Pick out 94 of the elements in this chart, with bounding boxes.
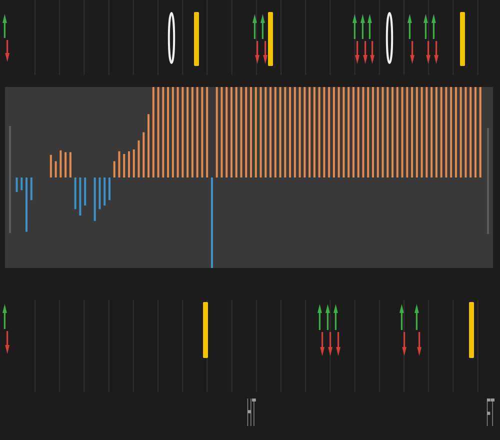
bar [362, 87, 364, 178]
bar [235, 87, 238, 178]
bar [470, 87, 472, 178]
bar [474, 87, 476, 178]
bar [79, 178, 82, 216]
bar [142, 132, 145, 178]
bar [274, 87, 276, 178]
bar [401, 87, 404, 178]
bar [196, 87, 198, 178]
bar [284, 87, 286, 178]
bar [245, 87, 248, 178]
bar [210, 178, 213, 268]
bar [138, 140, 140, 178]
bar [94, 178, 96, 221]
bar [464, 87, 467, 178]
bar [60, 150, 62, 178]
bar [406, 87, 408, 178]
bar [332, 87, 335, 178]
bar [298, 87, 301, 178]
bar [50, 154, 52, 178]
bar [342, 87, 345, 178]
bar [328, 87, 330, 178]
bar [416, 87, 418, 178]
bar [69, 152, 72, 178]
bar [84, 178, 86, 206]
bar [323, 87, 326, 178]
bar [118, 151, 120, 178]
bar [54, 161, 57, 178]
bar [123, 154, 126, 178]
bar [348, 87, 350, 178]
bar [226, 87, 228, 178]
bar [430, 87, 433, 178]
bar [26, 178, 28, 232]
bar [435, 87, 438, 178]
bar [240, 87, 242, 178]
bar [352, 87, 354, 178]
bar [220, 87, 223, 178]
bar [128, 151, 130, 178]
x-tick-label: FT [486, 391, 495, 436]
bar [176, 87, 179, 178]
bar [454, 87, 457, 178]
bar [308, 87, 311, 178]
bar [16, 178, 18, 192]
bar [162, 87, 164, 178]
bar [254, 87, 257, 178]
bar [372, 87, 374, 178]
bar [30, 178, 32, 200]
bar [294, 87, 296, 178]
bar [279, 87, 282, 178]
bar [440, 87, 442, 178]
bar [20, 178, 23, 190]
bar [386, 87, 389, 178]
bar [104, 178, 106, 206]
bar [167, 87, 170, 178]
bar [420, 87, 423, 178]
bar [250, 87, 252, 178]
bar [479, 87, 482, 178]
bar [201, 87, 204, 178]
bar [230, 87, 232, 178]
bar [98, 178, 101, 210]
bar [426, 87, 428, 178]
bar [445, 87, 448, 178]
bar [148, 114, 150, 178]
bar [338, 87, 340, 178]
bar [186, 87, 189, 178]
bar [206, 87, 208, 178]
x-tick-label: HT [246, 391, 256, 436]
bar [304, 87, 306, 178]
bar [64, 152, 67, 178]
bar [270, 87, 272, 178]
bar [357, 87, 360, 178]
bar [376, 87, 379, 178]
bar [113, 161, 116, 178]
bar [382, 87, 384, 178]
bar [157, 87, 160, 178]
bar [313, 87, 316, 178]
bar [411, 87, 414, 178]
bar [152, 87, 154, 178]
bar [132, 149, 135, 178]
bar [450, 87, 452, 178]
bar [191, 87, 194, 178]
bar [264, 87, 267, 178]
bar [396, 87, 398, 178]
bar [392, 87, 394, 178]
bar [289, 87, 292, 178]
bar [108, 178, 110, 200]
bar [74, 178, 76, 210]
bar [260, 87, 262, 178]
bar [367, 87, 370, 178]
bar [182, 87, 184, 178]
bar [318, 87, 320, 178]
bar [216, 87, 218, 178]
bar [460, 87, 462, 178]
bar [172, 87, 174, 178]
